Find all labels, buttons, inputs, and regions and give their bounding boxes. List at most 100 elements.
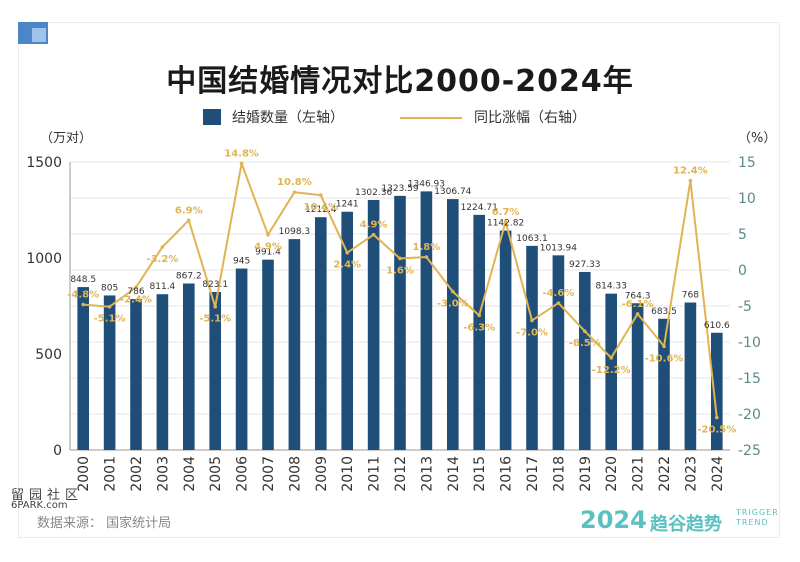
brand-en-line1: TRIGGER bbox=[736, 508, 779, 517]
right-tick-label-0: 15 bbox=[738, 155, 756, 171]
x-tick-label-2022: 2022 bbox=[657, 456, 673, 492]
line-point-2022 bbox=[662, 344, 666, 349]
bar-2022 bbox=[658, 318, 670, 450]
x-tick-label-2003: 2003 bbox=[155, 456, 171, 492]
line-value-label-2001: -5.1% bbox=[94, 314, 126, 325]
line-value-label-2022: -10.6% bbox=[645, 353, 684, 364]
line-value-label-2019: -8.5% bbox=[569, 338, 601, 349]
line-value-label-2012: 1.6% bbox=[386, 265, 414, 276]
line-value-label-2024: -20.5% bbox=[697, 425, 736, 436]
bar-2004 bbox=[182, 283, 195, 450]
line-point-2023 bbox=[688, 178, 693, 183]
line-point-2011 bbox=[371, 232, 376, 237]
line-point-2009 bbox=[319, 193, 323, 197]
x-tick-label-2015: 2015 bbox=[472, 456, 488, 492]
bar-2018 bbox=[552, 255, 565, 450]
line-point-2003 bbox=[160, 245, 165, 249]
bar-value-label-2011: 1302.36 bbox=[355, 188, 392, 198]
bar-value-label-2001: 805 bbox=[101, 283, 118, 293]
line-point-2020 bbox=[609, 356, 613, 360]
line-value-label-2020: -12.2% bbox=[592, 365, 631, 376]
legend-line-swatch bbox=[400, 117, 462, 119]
right-tick-label-7: -20 bbox=[738, 407, 761, 423]
line-point-2013 bbox=[424, 255, 429, 259]
legend-bar-swatch bbox=[203, 109, 221, 125]
x-tick-label-2014: 2014 bbox=[446, 456, 462, 492]
line-value-label-2007: 4.9% bbox=[254, 242, 282, 253]
bar-2015 bbox=[473, 214, 486, 450]
x-tick-label-2012: 2012 bbox=[393, 456, 409, 492]
left-tick-label-2: 1000 bbox=[26, 251, 62, 267]
watermark-url: 6PARK.com bbox=[11, 500, 68, 511]
line-value-label-2005: -5.1% bbox=[199, 314, 231, 325]
legend-bar-label: 结婚数量（左轴） bbox=[232, 110, 344, 126]
line-value-label-2023: 12.4% bbox=[673, 166, 708, 177]
line-point-2014 bbox=[451, 289, 455, 294]
bar-2001 bbox=[103, 295, 116, 450]
x-tick-label-2004: 2004 bbox=[182, 456, 198, 492]
line-point-2024 bbox=[715, 415, 719, 420]
line-value-label-2008: 10.8% bbox=[277, 177, 312, 188]
bar-value-label-2008: 1098.3 bbox=[279, 227, 311, 237]
x-tick-label-2008: 2008 bbox=[287, 456, 303, 492]
x-tick-label-2013: 2013 bbox=[419, 456, 435, 492]
line-value-label-2014: -3.0% bbox=[437, 299, 469, 310]
bar-value-label-2002: 786 bbox=[127, 287, 144, 297]
bar-value-label-2012: 1323.59 bbox=[381, 184, 418, 194]
bar-2023 bbox=[684, 302, 697, 450]
bar-value-label-2020: 814.33 bbox=[595, 282, 627, 292]
line-value-label-2021: -6.1% bbox=[622, 299, 654, 310]
bar-value-label-2010: 1241 bbox=[336, 200, 359, 210]
x-tick-label-2023: 2023 bbox=[683, 456, 699, 492]
bar-value-label-2007: 991.4 bbox=[255, 248, 281, 258]
line-point-2019 bbox=[583, 329, 587, 334]
x-tick-label-2016: 2016 bbox=[499, 456, 515, 492]
corner-logo-icon bbox=[18, 22, 48, 44]
x-tick-label-2017: 2017 bbox=[525, 456, 541, 492]
line-point-2001 bbox=[107, 304, 112, 309]
line-value-label-2015: -6.3% bbox=[463, 322, 495, 333]
line-point-2010 bbox=[345, 250, 350, 255]
right-tick-label-1: 10 bbox=[738, 191, 756, 207]
x-tick-label-2007: 2007 bbox=[261, 456, 277, 492]
line-point-2006 bbox=[239, 161, 244, 166]
right-tick-label-2: 5 bbox=[738, 227, 747, 243]
line-value-label-2018: -4.6% bbox=[542, 288, 574, 299]
bar-value-label-2023: 768 bbox=[682, 291, 699, 301]
bar-2017 bbox=[526, 245, 538, 450]
bar-2011 bbox=[367, 199, 380, 450]
bar-value-label-2006: 945 bbox=[233, 257, 250, 267]
left-tick-label-3: 1500 bbox=[26, 155, 62, 171]
bar-value-label-2024: 610.6 bbox=[704, 321, 730, 331]
bar-value-label-2005: 823.1 bbox=[202, 280, 228, 290]
line-point-2002 bbox=[134, 285, 138, 290]
line-point-2000 bbox=[81, 302, 85, 307]
x-tick-label-2000: 2000 bbox=[76, 456, 92, 492]
line-point-2007 bbox=[266, 232, 270, 237]
bar-2000 bbox=[77, 287, 90, 450]
brand-year: 2024 bbox=[580, 506, 647, 534]
bar-2005 bbox=[209, 291, 222, 450]
bar-value-label-2013: 1346.93 bbox=[408, 179, 445, 189]
bar-2006 bbox=[235, 268, 248, 450]
line-value-label-2002: -2.4% bbox=[120, 294, 152, 305]
watermark-text: 留园社区 bbox=[11, 488, 84, 503]
x-tick-label-2002: 2002 bbox=[129, 456, 145, 492]
bar-2013 bbox=[420, 191, 433, 450]
bar-2007 bbox=[262, 259, 274, 450]
bar-2010 bbox=[341, 211, 354, 450]
bar-value-label-2000: 848.5 bbox=[70, 275, 96, 285]
x-tick-label-2018: 2018 bbox=[551, 456, 567, 492]
line-value-label-2000: -4.8% bbox=[67, 290, 99, 301]
bar-value-label-2015: 1224.71 bbox=[461, 203, 498, 213]
left-tick-label-0: 0 bbox=[53, 443, 62, 459]
right-tick-label-3: 0 bbox=[738, 263, 747, 279]
line-value-label-2006: 14.8% bbox=[224, 148, 259, 159]
x-tick-label-2001: 2001 bbox=[103, 456, 119, 492]
line-point-2018 bbox=[556, 301, 561, 305]
bar-2016 bbox=[499, 230, 512, 450]
x-tick-label-2024: 2024 bbox=[710, 456, 726, 492]
legend-line-label: 同比涨幅（右轴） bbox=[474, 110, 586, 126]
line-point-2016 bbox=[503, 219, 508, 224]
